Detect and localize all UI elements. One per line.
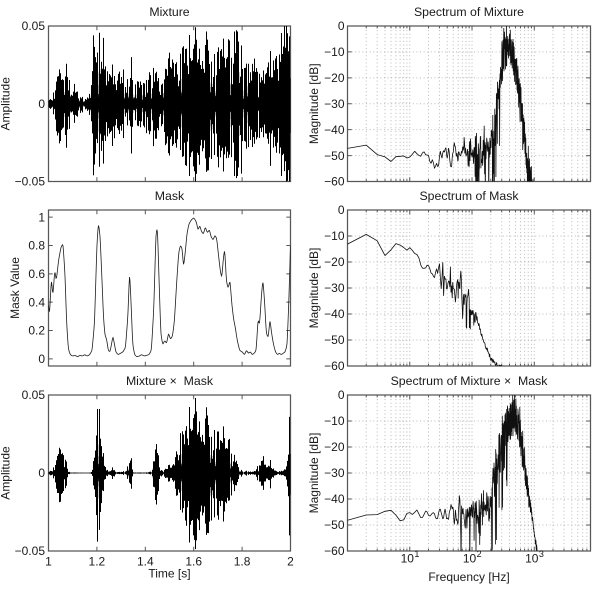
svg-text:Mask Value: Mask Value [8,257,22,319]
svg-text:1: 1 [414,549,419,559]
svg-text:−50: −50 [324,333,345,347]
svg-text:0.6: 0.6 [28,267,45,281]
svg-text:Spectrum of Mixture × Mask: Spectrum of Mixture × Mask [391,374,549,388]
svg-text:0: 0 [338,388,345,402]
svg-text:Amplitude: Amplitude [0,77,13,131]
svg-text:10: 10 [525,552,539,566]
svg-text:0: 0 [38,466,45,480]
svg-text:−60: −60 [324,544,345,558]
svg-text:0: 0 [338,203,345,217]
svg-text:−60: −60 [324,359,345,373]
svg-text:Spectrum of Mixture: Spectrum of Mixture [414,5,524,19]
svg-text:Mixture: Mixture [149,5,189,19]
svg-text:−30: −30 [324,97,345,111]
svg-text:−10: −10 [324,414,345,428]
svg-text:0: 0 [338,19,345,33]
svg-text:2: 2 [287,555,294,569]
svg-text:10: 10 [463,552,477,566]
svg-text:−30: −30 [324,281,345,295]
svg-text:0: 0 [38,352,45,366]
svg-text:1.2: 1.2 [89,555,106,569]
svg-text:Spectrum of Mask: Spectrum of Mask [419,189,519,203]
svg-text:2: 2 [477,549,482,559]
svg-text:−30: −30 [324,466,345,480]
svg-text:0.05: 0.05 [22,19,46,33]
svg-text:−60: −60 [324,175,345,189]
svg-text:0.4: 0.4 [28,295,45,309]
svg-text:−20: −20 [324,71,345,85]
svg-text:−40: −40 [324,492,345,506]
svg-text:Mixture × Mask: Mixture × Mask [126,374,214,388]
svg-text:−40: −40 [324,307,345,321]
svg-text:Amplitude: Amplitude [0,446,13,500]
svg-text:1: 1 [45,555,52,569]
svg-text:−10: −10 [324,45,345,59]
svg-text:−10: −10 [324,229,345,243]
svg-text:Magnitude [dB]: Magnitude [dB] [307,433,321,514]
svg-text:−20: −20 [324,255,345,269]
svg-text:3: 3 [539,549,544,559]
svg-text:Mask: Mask [155,189,185,203]
svg-text:−40: −40 [324,123,345,137]
svg-text:Magnitude [dB]: Magnitude [dB] [307,63,321,144]
svg-text:−0.05: −0.05 [15,544,46,558]
svg-text:Time [s]: Time [s] [148,567,190,581]
svg-text:Magnitude [dB]: Magnitude [dB] [307,248,321,329]
svg-text:1.6: 1.6 [185,555,202,569]
svg-text:0.2: 0.2 [28,324,45,338]
svg-text:0.8: 0.8 [28,239,45,253]
svg-text:1.4: 1.4 [137,555,154,569]
svg-text:−20: −20 [324,440,345,454]
svg-text:−50: −50 [324,149,345,163]
svg-text:10: 10 [401,552,415,566]
svg-text:Frequency [Hz]: Frequency [Hz] [428,570,509,584]
svg-text:−0.05: −0.05 [15,175,46,189]
svg-text:1: 1 [38,210,45,224]
svg-text:1.8: 1.8 [234,555,251,569]
svg-text:−50: −50 [324,518,345,532]
svg-text:0.05: 0.05 [22,388,46,402]
svg-text:0: 0 [38,97,45,111]
